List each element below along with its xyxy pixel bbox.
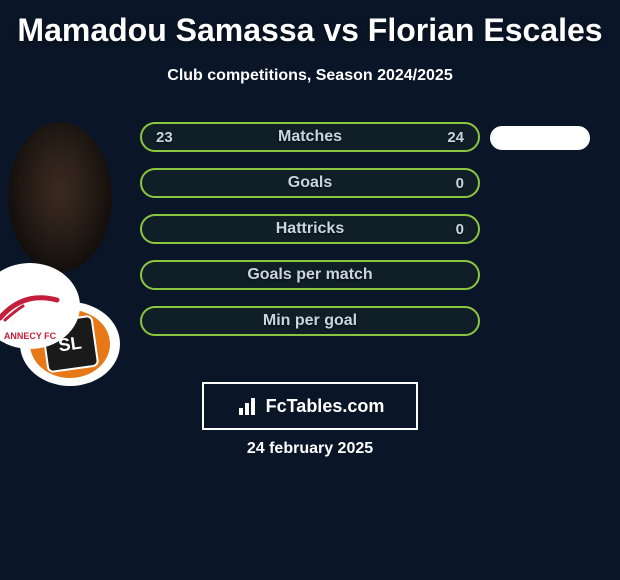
- comparison-date: 24 february 2025: [0, 440, 620, 458]
- comparison-title: Mamadou Samassa vs Florian Escales: [0, 0, 620, 49]
- club-right-label: ANNECY FC: [4, 331, 56, 341]
- watermark-box: FcTables.com: [202, 382, 418, 430]
- club-right-swoosh-icon: [0, 286, 65, 326]
- stats-container: 23 Matches 24 Goals 0 Hattricks 0 Goals …: [140, 122, 480, 352]
- stat-row: Goals per match: [140, 260, 480, 290]
- player-right-photo: [490, 126, 590, 150]
- stat-row: Goals 0: [140, 168, 480, 198]
- stat-label: Matches: [142, 128, 478, 146]
- chart-icon: [236, 394, 260, 418]
- stat-label: Hattricks: [142, 220, 478, 238]
- stat-row: Hattricks 0: [140, 214, 480, 244]
- stat-label: Min per goal: [142, 312, 478, 330]
- stat-row: Min per goal: [140, 306, 480, 336]
- stat-row: 23 Matches 24: [140, 122, 480, 152]
- watermark-text: FcTables.com: [266, 396, 385, 417]
- player-left-photo: [8, 122, 112, 272]
- stat-label: Goals: [142, 174, 478, 192]
- stat-label: Goals per match: [142, 266, 478, 284]
- comparison-subtitle: Club competitions, Season 2024/2025: [0, 67, 620, 85]
